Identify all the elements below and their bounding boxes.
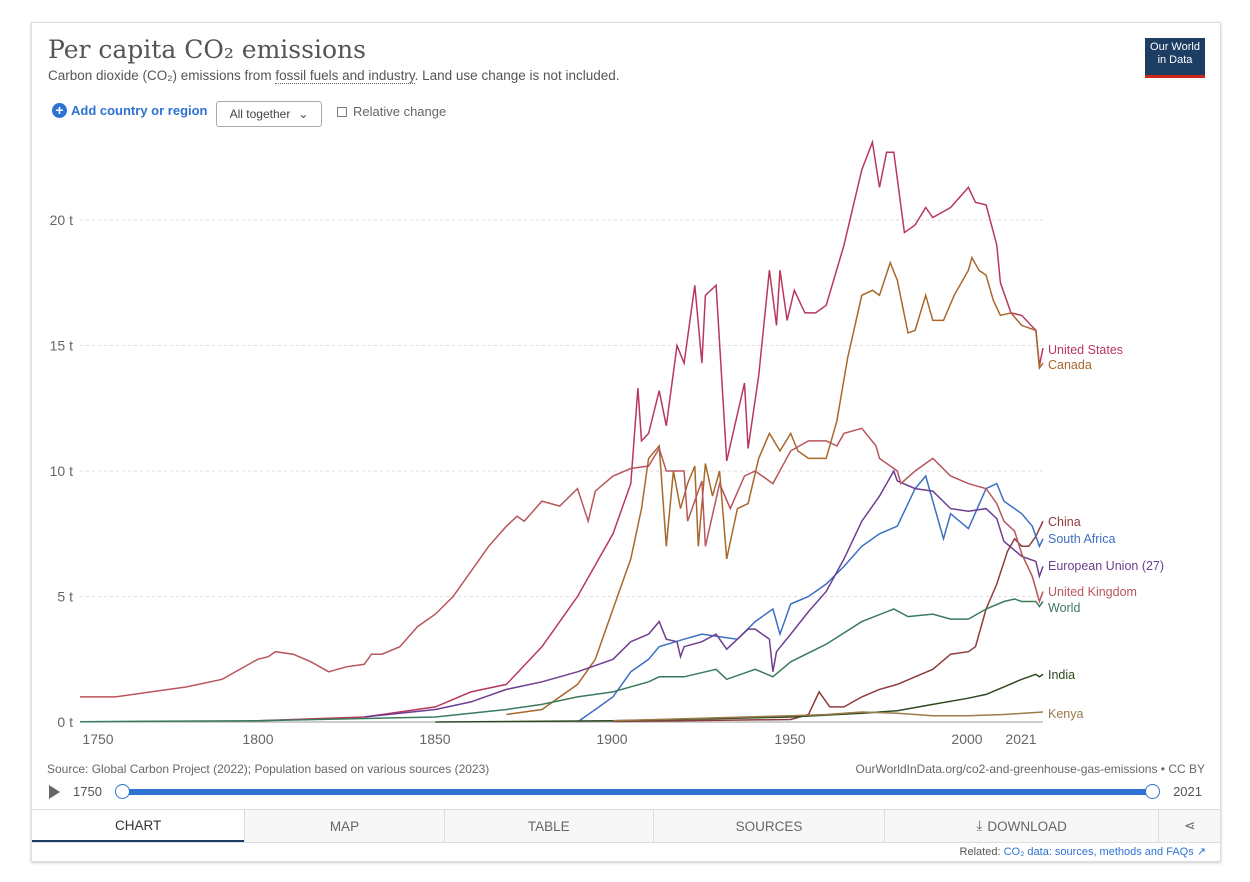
- plus-icon: +: [52, 103, 67, 118]
- x-tick-label: 1950: [774, 731, 805, 747]
- series-line-united-kingdom: [80, 427, 1044, 698]
- legend-label: World: [1048, 601, 1080, 615]
- timeline-end-handle[interactable]: [1145, 784, 1160, 799]
- legend-label: India: [1048, 668, 1075, 682]
- chevron-down-icon: ⌄: [298, 107, 309, 121]
- legend-label: Canada: [1048, 358, 1092, 372]
- share-button[interactable]: ⋖: [1158, 810, 1220, 842]
- legend-label: Kenya: [1048, 707, 1083, 721]
- x-tick-label: 2000: [951, 731, 982, 747]
- chart-subtitle: Carbon dioxide (CO₂) emissions from foss…: [48, 68, 620, 84]
- subtitle-text-end: . Land use change is not included.: [414, 68, 620, 83]
- external-link-icon: ↗: [1196, 846, 1206, 858]
- share-icon: ⋖: [1183, 818, 1196, 833]
- series-line-canada: [506, 255, 1044, 716]
- timeline-start-label: 1750: [73, 784, 102, 799]
- series-line-world: [79, 598, 1044, 723]
- source-note: Source: Global Carbon Project (2022); Po…: [47, 762, 490, 776]
- relative-change-checkbox[interactable]: Relative change: [337, 104, 446, 119]
- tab-table[interactable]: TABLE: [443, 810, 653, 842]
- tab-sources[interactable]: SOURCES: [652, 810, 885, 842]
- series-line-south-africa: [577, 474, 1044, 723]
- y-tick-label: 15 t: [50, 338, 73, 354]
- timeline-end-label: 2021: [1173, 784, 1202, 799]
- owid-logo[interactable]: Our World in Data: [1145, 38, 1205, 78]
- related-link-row: Related: CO₂ data: sources, methods and …: [960, 845, 1206, 858]
- series-line-china: [612, 520, 1044, 723]
- tab-bar: CHART MAP TABLE SOURCES ⤓ DOWNLOAD ⋖: [32, 809, 1220, 843]
- facet-select-value: All together: [229, 107, 291, 121]
- legend-label: China: [1048, 515, 1081, 529]
- add-country-label: Add country or region: [71, 103, 208, 118]
- relative-change-label: Relative change: [353, 104, 447, 119]
- download-icon: ⤓: [976, 818, 983, 833]
- x-tick-label: 1750: [82, 731, 113, 747]
- legend-label: United Kingdom: [1048, 585, 1137, 599]
- x-tick-label: 2021: [1005, 731, 1036, 747]
- subtitle-text: Carbon dioxide (CO₂) emissions from: [48, 68, 276, 83]
- play-icon[interactable]: [49, 785, 60, 799]
- y-tick-label: 10 t: [50, 463, 73, 479]
- chart-card: Per capita CO₂ emissions Carbon dioxide …: [31, 22, 1221, 862]
- chart-title: Per capita CO₂ emissions: [48, 35, 366, 64]
- download-label: DOWNLOAD: [987, 818, 1067, 834]
- timeline-start-handle[interactable]: [115, 784, 130, 799]
- series-line-united-states: [257, 139, 1044, 722]
- legend-label: United States: [1048, 343, 1123, 357]
- checkbox-icon: [337, 106, 347, 117]
- x-tick-label: 1800: [242, 731, 273, 747]
- add-country-button[interactable]: + Add country or region: [52, 103, 208, 118]
- timeline-slider[interactable]: [122, 789, 1152, 795]
- y-tick-label: 20 t: [50, 212, 73, 228]
- y-tick-label: 0 t: [57, 714, 73, 730]
- x-tick-label: 1850: [419, 731, 450, 747]
- facet-select[interactable]: All together ⌄: [216, 101, 322, 127]
- subtitle-link[interactable]: fossil fuels and industry: [275, 68, 415, 84]
- x-tick-label: 1900: [596, 731, 627, 747]
- tab-download[interactable]: ⤓ DOWNLOAD: [884, 810, 1159, 842]
- series-line-european-union-: [364, 469, 1044, 718]
- related-label: Related:: [959, 846, 1004, 858]
- series-line-kenya: [612, 711, 1044, 722]
- tab-map[interactable]: MAP: [244, 810, 444, 842]
- legend-label: South Africa: [1048, 532, 1115, 546]
- y-tick-label: 5 t: [57, 589, 73, 605]
- tab-chart[interactable]: CHART: [32, 810, 245, 842]
- related-link[interactable]: CO₂ data: sources, methods and FAQs: [1003, 846, 1194, 858]
- legend-label: European Union (27): [1048, 559, 1164, 573]
- source-url[interactable]: OurWorldInData.org/co2-and-greenhouse-ga…: [855, 762, 1205, 776]
- line-chart: 0 t 5 t 10 t 15 t 20 t 1750 1800 1850 1900 1950 20…: [50, 139, 1164, 747]
- series-line-india: [435, 673, 1044, 723]
